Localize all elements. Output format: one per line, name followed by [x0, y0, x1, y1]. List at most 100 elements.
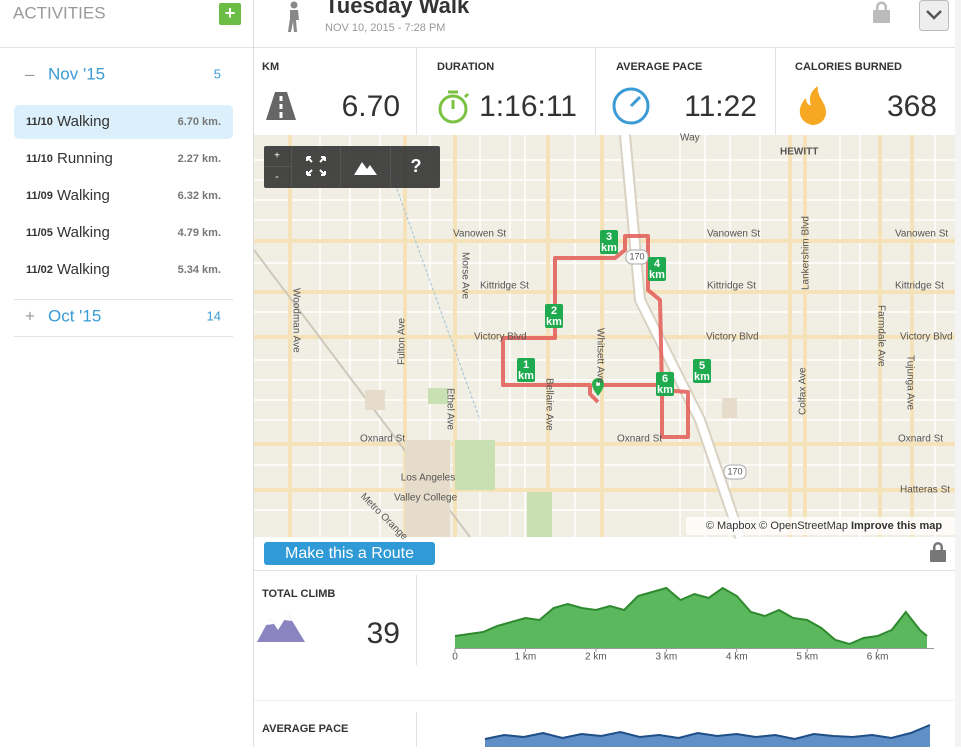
map[interactable] [253, 134, 955, 539]
km-marker[interactable] [600, 230, 618, 254]
km-marker-number[interactable]: 1 [523, 359, 529, 371]
map-label: Bellaire Ave [543, 378, 554, 431]
km-marker-number[interactable]: 6 [662, 373, 668, 385]
pace-area [485, 725, 930, 747]
month-toggle[interactable]: + [25, 306, 35, 325]
km-marker[interactable] [693, 359, 711, 383]
map-label: 170 [727, 466, 742, 476]
x-tick-label: 1 km [515, 652, 537, 663]
month-toggle[interactable]: – [25, 64, 35, 83]
pace-line [484, 724, 931, 741]
map-label: Farmdale Ave [875, 305, 886, 367]
route-button-label[interactable]: Make this a Route [285, 545, 414, 562]
km-marker[interactable] [517, 358, 535, 382]
attribution-bg [686, 517, 955, 535]
stat-value: 1:16:11 [479, 90, 577, 123]
lock-icon [873, 1, 890, 23]
activity-distance[interactable]: 4.79 km. [178, 227, 221, 239]
km-marker-number[interactable]: 5 [699, 360, 705, 372]
lock-icon [930, 542, 946, 562]
map-label: Colfax Ave [798, 367, 809, 415]
km-marker-number[interactable]: 3 [606, 231, 612, 243]
activity-date[interactable]: 11/09 [26, 190, 53, 202]
sidebar-title: ACTIVITIES [13, 3, 106, 22]
add-button-label[interactable]: + [225, 3, 236, 23]
stat-label: AVERAGE PACE [616, 61, 702, 73]
climb-area [455, 588, 927, 648]
km-marker[interactable] [656, 372, 674, 396]
activity-type[interactable]: Walking [57, 113, 110, 130]
km-marker[interactable] [648, 257, 666, 281]
x-tick-label: 5 km [796, 652, 818, 663]
activity-distance[interactable]: 6.32 km. [178, 190, 221, 202]
km-marker-number[interactable]: 2 [551, 305, 557, 317]
stat-label: DURATION [437, 61, 494, 73]
month-count: 5 [214, 66, 221, 81]
map-label: Vanowen St [453, 229, 506, 240]
stopwatch-icon [438, 90, 470, 124]
map-label: Victory Blvd [474, 332, 527, 343]
mountain-snow [266, 614, 292, 625]
map-label: Kittridge St [707, 281, 756, 292]
improve-link[interactable]: Improve this map [851, 520, 942, 532]
km-marker-unit[interactable]: km [601, 242, 617, 254]
map-label: Woodman Ave [290, 288, 301, 353]
x-tick-label: 4 km [726, 652, 748, 663]
x-tick-label: 0 [452, 652, 458, 663]
walk-icon [288, 1, 299, 32]
activity-title: Tuesday Walk [325, 0, 470, 18]
km-marker-unit[interactable]: km [657, 384, 673, 396]
map-label: Way [680, 133, 700, 144]
selected-activity[interactable] [14, 105, 233, 139]
help-button[interactable]: ? [411, 156, 422, 176]
activity-type[interactable]: Running [57, 150, 113, 167]
zoom-out[interactable]: - [275, 171, 279, 183]
map-label: Whitsett Ave [594, 328, 605, 384]
activity-date[interactable]: 11/10 [26, 116, 53, 128]
highway-shield [625, 249, 649, 265]
km-marker[interactable] [545, 304, 563, 328]
stat-value: 368 [887, 90, 937, 123]
add-button[interactable] [219, 3, 241, 25]
stat-label: KM [262, 61, 279, 73]
month-label[interactable]: Oct '15 [48, 306, 101, 325]
pace-label: AVERAGE PACE [262, 723, 348, 735]
activity-date[interactable]: 11/05 [26, 227, 53, 239]
map-label: Fulton Ave [397, 317, 408, 365]
activity-type[interactable]: Walking [57, 224, 110, 241]
map-label: Kittridge St [480, 281, 529, 292]
activity-distance[interactable]: 5.34 km. [178, 264, 221, 276]
road-icon [266, 92, 296, 120]
map-label: Ethel Ave [444, 388, 455, 431]
activity-type[interactable]: Walking [57, 187, 110, 204]
km-marker-number[interactable]: 4 [654, 258, 661, 270]
activity-distance[interactable]: 2.27 km. [178, 153, 221, 165]
map-label: Victory Blvd [706, 332, 759, 343]
month-count: 14 [207, 308, 221, 323]
climb-label: TOTAL CLIMB [262, 588, 335, 600]
km-marker-unit[interactable]: km [518, 370, 534, 382]
stat-label: CALORIES BURNED [795, 61, 902, 73]
month-label[interactable]: Nov '15 [48, 64, 105, 83]
dropdown-button[interactable] [919, 0, 949, 31]
zoom-in[interactable]: + [274, 151, 280, 162]
scrollbar [955, 0, 961, 747]
route-button[interactable] [264, 542, 435, 565]
km-marker-unit[interactable]: km [649, 269, 665, 281]
map-label: 170 [629, 251, 644, 261]
x-tick-label: 2 km [585, 652, 607, 663]
map-label: Vanowen St [707, 229, 760, 240]
map-label: Los Angeles [401, 473, 456, 484]
stat-value: 6.70 [342, 90, 400, 123]
km-marker-unit[interactable]: km [546, 316, 562, 328]
activity-type[interactable]: Walking [57, 261, 110, 278]
activity-date[interactable]: 11/10 [26, 153, 53, 165]
flame-icon [799, 86, 826, 125]
dropdown-arrow[interactable] [926, 10, 942, 20]
activity-date[interactable]: 11/02 [26, 264, 53, 276]
activity-distance[interactable]: 6.70 km. [178, 116, 221, 128]
km-marker-unit[interactable]: km [694, 371, 710, 383]
map-label: Vanowen St [895, 229, 948, 240]
climb-line [454, 586, 928, 646]
